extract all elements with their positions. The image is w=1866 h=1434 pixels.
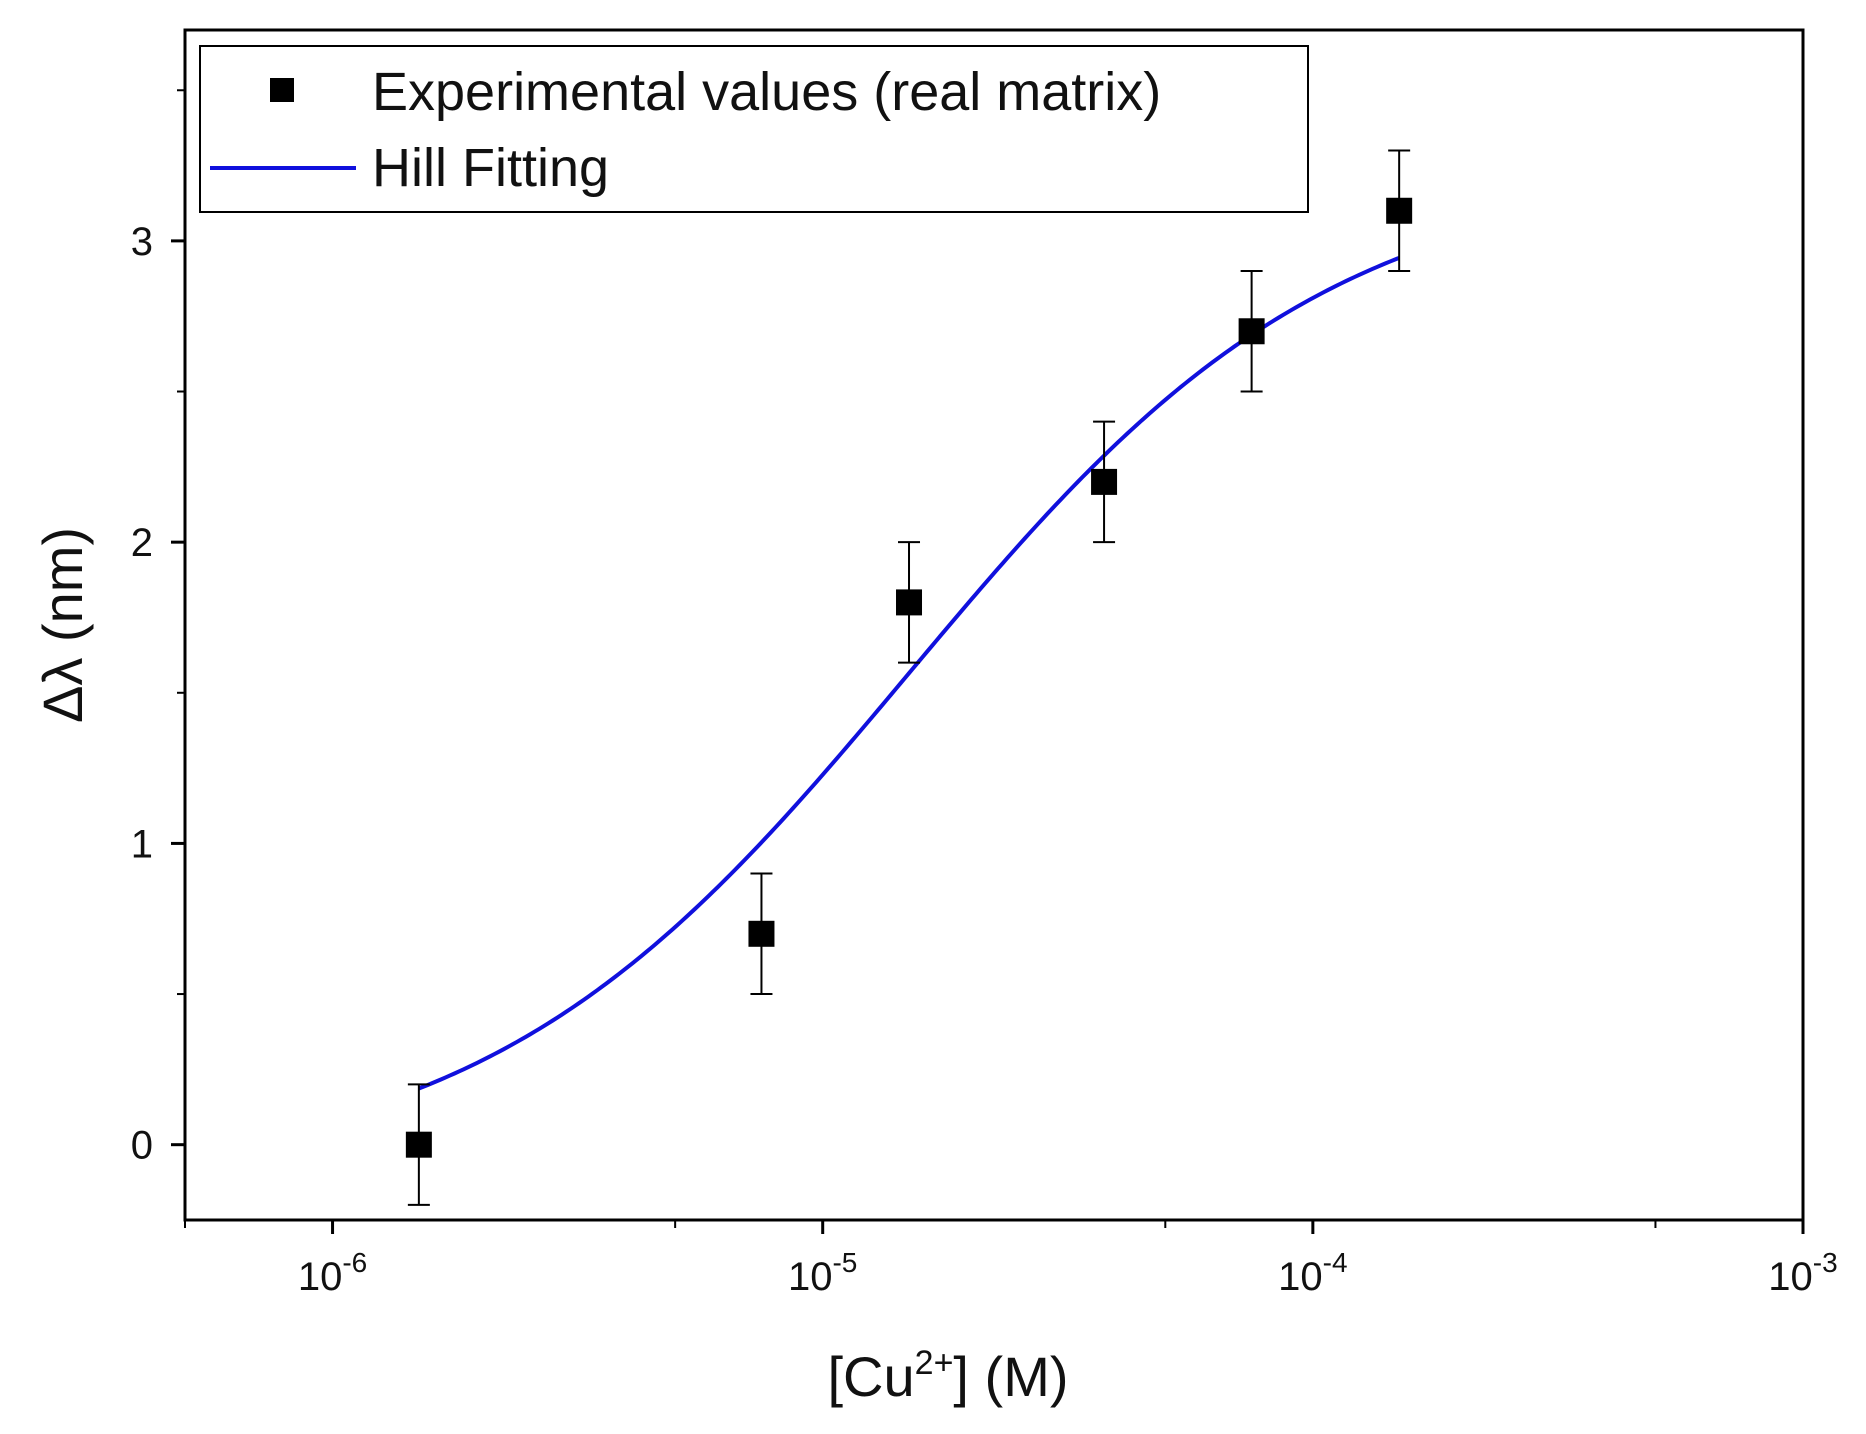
x-tick-label-base: 10 — [298, 1255, 343, 1299]
x-tick-label: 10-6 — [298, 1247, 367, 1299]
y-tick-label: 2 — [131, 521, 153, 565]
x-tick-label-base: 10 — [1278, 1255, 1323, 1299]
legend-label-experimental: Experimental values (real matrix) — [372, 62, 1161, 122]
data-point — [1386, 197, 1413, 224]
legend-label-hill: Hill Fitting — [372, 138, 609, 198]
legend: Experimental values (real matrix) Hill F… — [199, 45, 1309, 213]
y-tick-label: 3 — [131, 220, 153, 264]
x-tick-labels: 10-6 10-5 10-4 10-3 — [298, 1247, 1838, 1299]
x-axis-title-prefix: [Cu — [828, 1345, 915, 1408]
x-tick-label: 10-5 — [788, 1247, 857, 1299]
minor-ticks — [177, 89, 1657, 1228]
x-tick-label-exp: -4 — [1323, 1247, 1348, 1278]
y-tick-labels: 0 1 2 3 — [131, 220, 153, 1168]
data-point — [1091, 468, 1118, 495]
legend-marker-square — [270, 78, 294, 102]
x-tick-label-base: 10 — [1768, 1255, 1813, 1299]
hill-fit-line — [418, 256, 1400, 1091]
x-tick-label-exp: -5 — [832, 1247, 857, 1278]
x-tick-label-exp: -3 — [1813, 1247, 1838, 1278]
x-tick-label: 10-4 — [1278, 1247, 1347, 1299]
data-point — [896, 589, 923, 616]
x-tick-label: 10-3 — [1768, 1247, 1837, 1299]
x-axis-title-sup: 2+ — [915, 1344, 954, 1382]
x-tick-label-base: 10 — [788, 1255, 833, 1299]
plot-frame — [183, 28, 1805, 1222]
y-tick-label: 1 — [131, 822, 153, 866]
data-point — [748, 920, 775, 947]
error-bars — [407, 149, 1411, 1206]
data-point — [405, 1131, 432, 1158]
x-tick-label-exp: -6 — [342, 1247, 367, 1278]
fit-group — [418, 256, 1400, 1091]
x-axis-title: [Cu2+] (M) — [828, 1344, 1069, 1408]
x-axis-title-suffix: ] (M) — [953, 1345, 1068, 1408]
y-tick-label: 0 — [131, 1124, 153, 1168]
data-point — [1238, 318, 1265, 345]
major-ticks — [171, 239, 1805, 1234]
legend-box — [199, 45, 1309, 213]
y-axis-title: Δλ (nm) — [31, 527, 94, 723]
data-points — [405, 197, 1413, 1158]
